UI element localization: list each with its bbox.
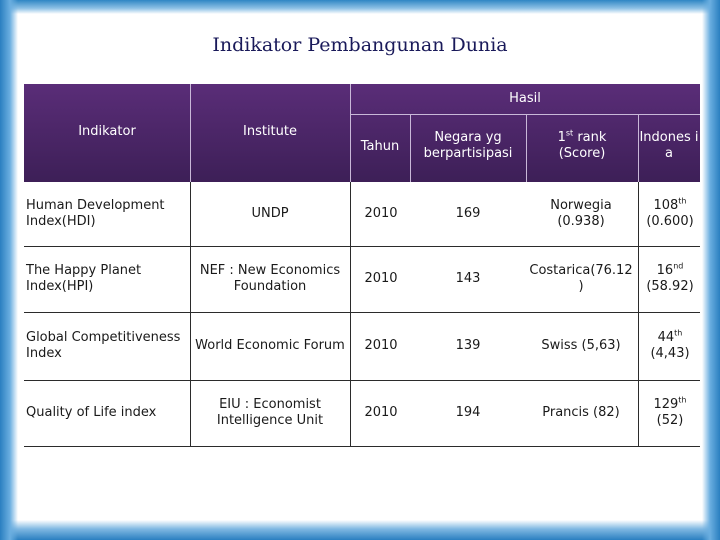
row-divider [24, 446, 700, 447]
header-institute: Institute [243, 124, 297, 139]
table-cell-rank: Prancis (82) [542, 405, 620, 420]
table-cell-institute: EIU : Economist Intelligence Unit [216, 397, 324, 428]
header-hasil: Hasil [509, 91, 541, 106]
row-divider [24, 312, 700, 313]
table-cell-tahun: 2010 [364, 405, 398, 420]
table-cell-indikator: The Happy Planet Index(HPI) [26, 263, 142, 294]
table-cell-indonesia: 44th (4,43) [650, 328, 690, 361]
slide-frame-left [0, 0, 18, 540]
table-cell-institute: NEF : New Economics Foundation [199, 263, 341, 294]
table-cell-negara: 139 [455, 338, 481, 353]
table-cell-negara: 194 [455, 405, 481, 420]
slide-frame-right [702, 0, 720, 540]
header-rank: 1st rank (Score) [557, 128, 607, 161]
table-cell-negara: 169 [455, 206, 481, 221]
header-tahun: Tahun [360, 139, 400, 154]
column-divider [190, 182, 191, 446]
slide-frame-top [0, 0, 720, 14]
header-indikator: Indikator [78, 124, 136, 139]
table-cell-rank: Norwegia (0.938) [550, 198, 612, 229]
table-header: Hasil Indikator Institute Tahun Negara y… [24, 84, 700, 182]
table-cell-rank: Costarica(76.12 ) [529, 263, 633, 294]
table-cell-tahun: 2010 [364, 338, 398, 353]
slide-frame-bottom [0, 520, 720, 540]
table-cell-indikator: Quality of Life index [26, 405, 157, 420]
table-cell-indikator: Human Development Index(HDI) [26, 198, 165, 229]
column-divider [350, 182, 351, 446]
table-cell-tahun: 2010 [364, 271, 398, 286]
table-cell-institute: World Economic Forum [195, 338, 345, 353]
table-cell-indonesia: 129th (52) [653, 395, 687, 428]
table-cell-tahun: 2010 [364, 206, 398, 221]
table-cell-indonesia: 108th (0.600) [646, 196, 694, 229]
table-cell-institute: UNDP [251, 206, 289, 221]
table-cell-rank: Swiss (5,63) [541, 338, 621, 353]
column-divider [638, 182, 639, 446]
row-divider [24, 246, 700, 247]
table-cell-indonesia: 16nd (58.92) [646, 261, 694, 294]
header-negara: Negara yg berpartisipasi [423, 130, 513, 161]
table-cell-negara: 143 [455, 271, 481, 286]
row-divider [24, 380, 700, 381]
table-cell-indikator: Global Competitiveness Index [26, 330, 181, 361]
slide-title: Indikator Pembangunan Dunia [212, 34, 508, 56]
header-indonesia: Indones ia [639, 130, 699, 161]
